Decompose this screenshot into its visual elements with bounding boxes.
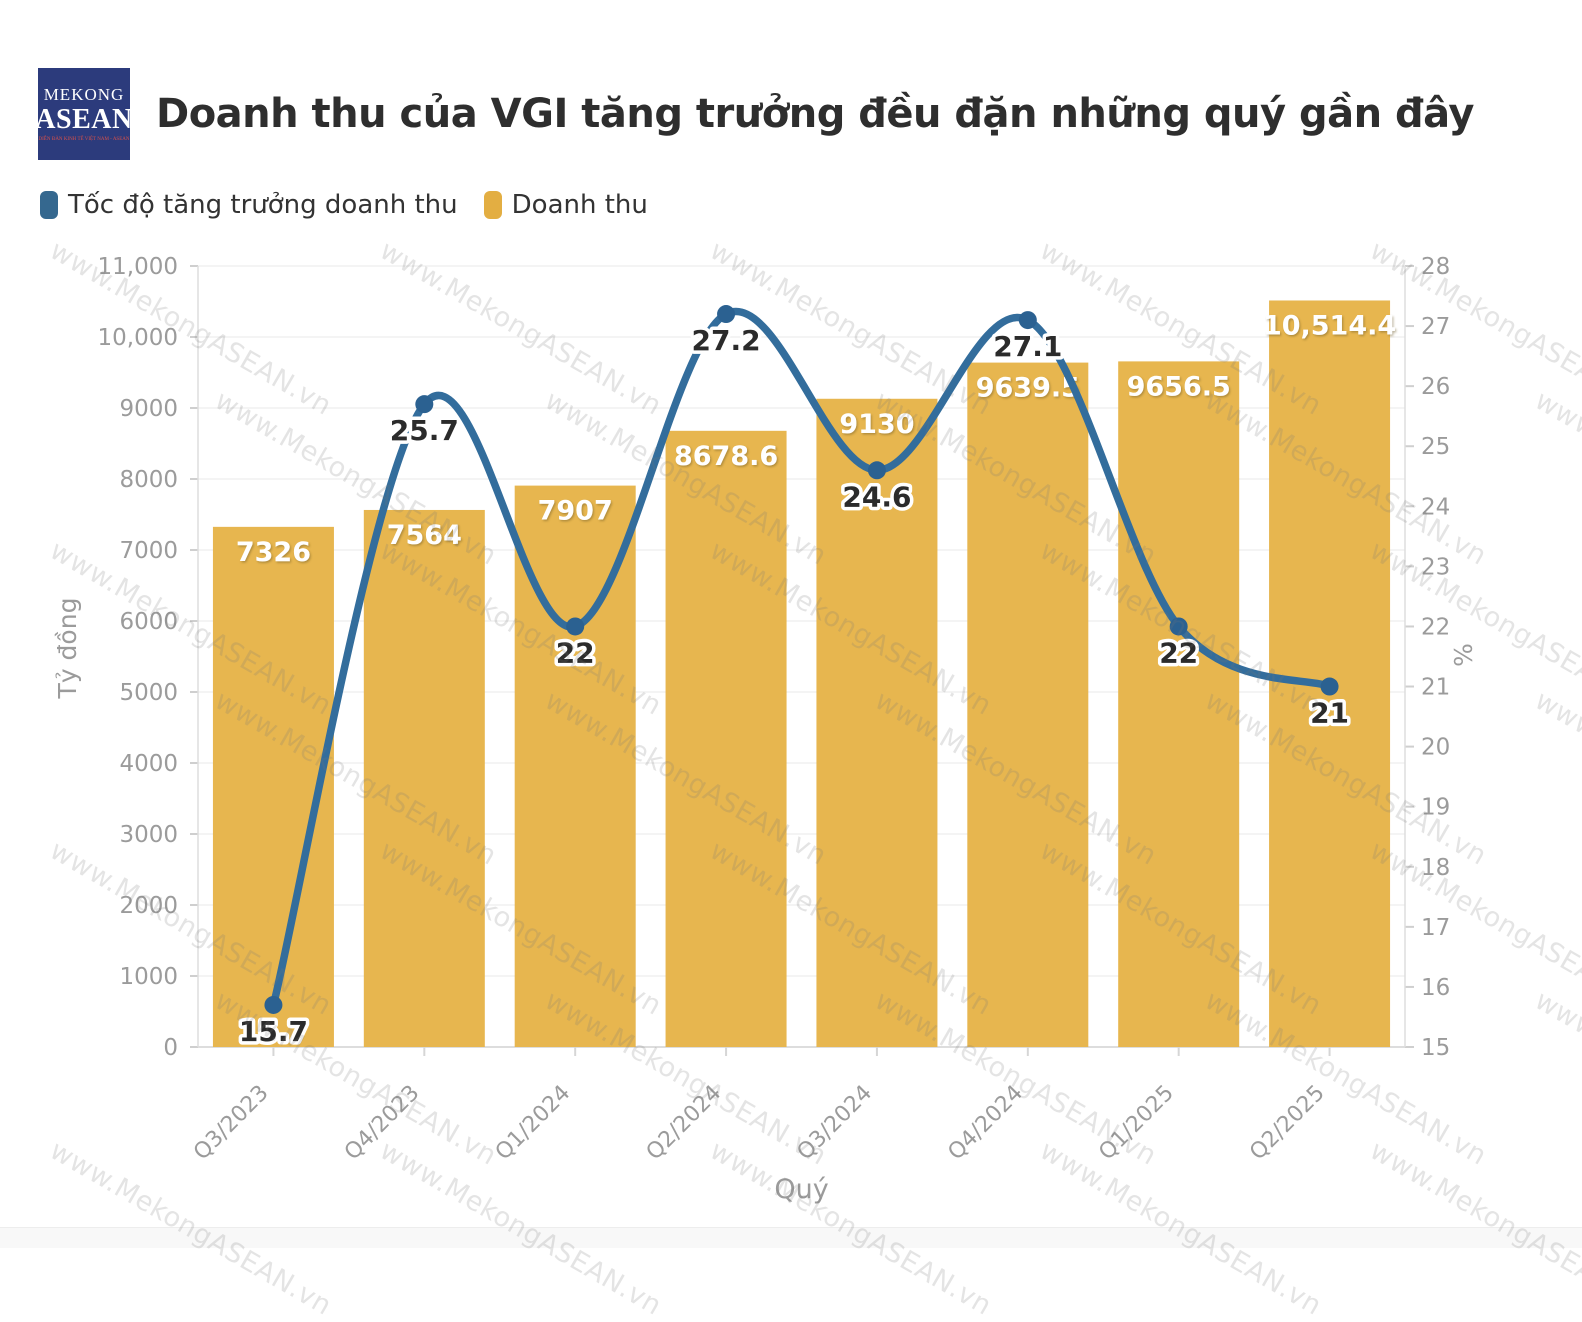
combo-chart: 0 1000 2000 3000 4000 5000 6000 7000 8000 9000 10,…	[0, 0, 1582, 1247]
right-axis-tick-label: 21	[1421, 675, 1450, 701]
line-point-Q2/2024	[717, 305, 735, 323]
x-axis-label: Q2/2024	[642, 1081, 727, 1166]
right-axis-tick-label: 19	[1421, 795, 1450, 821]
bar-value-label: 9130	[839, 409, 914, 440]
bar-Q4/2024	[967, 363, 1088, 1047]
left-axis-tick-label: 11,000	[98, 254, 178, 280]
footer-band	[0, 1227, 1582, 1248]
line-point-Q2/2025	[1321, 678, 1339, 696]
x-axis-label: Q1/2025	[1094, 1081, 1179, 1166]
left-axis-tick-label: 6000	[119, 609, 178, 635]
right-axis-tick-label: 23	[1421, 554, 1450, 580]
line-value-label: 27.2	[692, 324, 761, 357]
x-axis-label: Q3/2024	[793, 1081, 878, 1166]
bar-Q2/2025	[1269, 300, 1390, 1047]
right-axis-tick-label: 26	[1421, 374, 1450, 400]
x-axis-label: Q3/2023	[189, 1081, 274, 1166]
right-axis-tick-label: 16	[1421, 975, 1450, 1001]
left-axis-tick-label: 8000	[119, 467, 178, 493]
line-value-label: 22	[556, 636, 595, 669]
bar-Q1/2025	[1118, 361, 1239, 1047]
left-axis-tick-label: 4000	[119, 751, 178, 777]
bar-value-label: 7326	[236, 537, 311, 568]
line-point-Q4/2024	[1019, 311, 1037, 329]
line-value-label: 24.6	[842, 480, 911, 513]
right-axis-tick-label: 27	[1421, 314, 1450, 340]
bar-value-label: 9656.5	[1127, 371, 1231, 402]
x-axis-label: Q4/2024	[943, 1081, 1028, 1166]
right-axis-tick-label: 28	[1421, 254, 1450, 280]
x-axis-label: Q2/2025	[1245, 1081, 1330, 1166]
line-value-label: 22	[1159, 636, 1198, 669]
right-axis-tick-label: 24	[1421, 494, 1450, 520]
line-point-Q1/2024	[566, 617, 584, 635]
right-axis-tick-label: 25	[1421, 434, 1450, 460]
line-value-label: 21	[1310, 697, 1349, 730]
bar-Q4/2023	[364, 510, 485, 1047]
right-axis-tick-label: 20	[1421, 735, 1450, 761]
line-point-Q3/2023	[264, 996, 282, 1014]
left-axis-tick-label: 5000	[119, 680, 178, 706]
bar-value-label: 10,514.4	[1263, 310, 1396, 341]
line-value-label: 27.1	[993, 330, 1062, 363]
left-axis-tick-label: 7000	[119, 538, 178, 564]
x-axis-title: Quý	[774, 1174, 828, 1205]
line-point-Q4/2023	[415, 395, 433, 413]
bar-value-label: 7564	[387, 520, 462, 551]
line-value-label: 15.7	[239, 1015, 308, 1048]
left-axis-tick-label: 0	[163, 1035, 178, 1061]
bar-value-label: 9639.5	[976, 373, 1080, 404]
x-axis-label: Q1/2024	[491, 1081, 576, 1166]
right-axis-tick-label: 17	[1421, 915, 1450, 941]
x-axis-label: Q4/2023	[340, 1081, 425, 1166]
right-axis-tick-label: 22	[1421, 614, 1450, 640]
bar-value-label: 8678.6	[674, 441, 778, 472]
line-point-Q3/2024	[868, 461, 886, 479]
left-axis-tick-label: 2000	[119, 893, 178, 919]
bar-value-label: 7907	[538, 496, 613, 527]
left-axis-tick-label: 1000	[119, 964, 178, 990]
left-axis-title: Tỷ đồng	[53, 598, 82, 700]
right-axis-tick-label: 15	[1421, 1035, 1450, 1061]
line-value-label: 25.7	[390, 414, 459, 447]
bar-Q2/2024	[666, 431, 787, 1047]
left-axis-tick-label: 9000	[119, 396, 178, 422]
right-axis-tick-label: 18	[1421, 855, 1450, 881]
right-axis-title: %	[1449, 643, 1478, 667]
left-axis-tick-label: 3000	[119, 822, 178, 848]
line-point-Q1/2025	[1170, 617, 1188, 635]
left-axis-tick-label: 10,000	[98, 325, 178, 351]
